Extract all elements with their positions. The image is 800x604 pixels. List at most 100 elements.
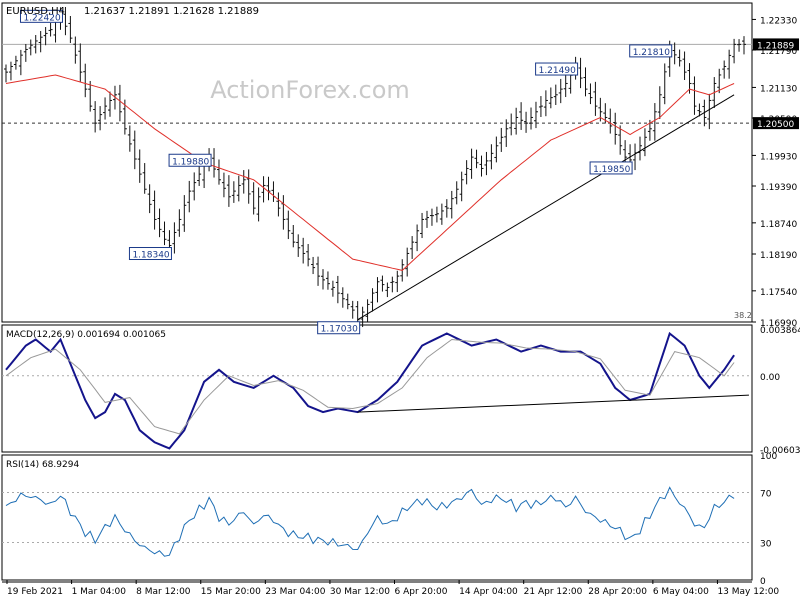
annotation-box: [317, 321, 361, 335]
price-bar: [533, 101, 538, 129]
price-bar: [340, 287, 345, 308]
price-bar: [449, 190, 454, 219]
price-bar: [335, 275, 340, 304]
time-tick-label: 28 Apr 20:00: [588, 587, 647, 597]
price-tick-label: 1.19390: [760, 183, 797, 193]
price-bar: [88, 80, 93, 112]
price-bar: [4, 64, 8, 83]
price-bar: [677, 49, 682, 67]
symbol-label: EURUSD,H4: [6, 6, 65, 17]
price-bar: [38, 31, 43, 53]
annotation-label: 1.21810: [633, 48, 670, 58]
price-bar: [325, 271, 330, 290]
annotation-box: [128, 247, 172, 261]
price-bar: [578, 57, 583, 89]
price-bar: [28, 39, 33, 56]
price-bar: [737, 39, 742, 52]
price-bar: [68, 16, 73, 43]
price-tick-label: 1.19930: [760, 152, 797, 162]
annotation-label: 1.18340: [132, 251, 169, 261]
price-bar: [385, 282, 390, 298]
price-bar: [553, 84, 558, 105]
price-bar: [727, 49, 732, 79]
price-bar: [608, 108, 613, 134]
price-bar: [142, 163, 147, 194]
price-bar: [93, 101, 98, 133]
time-tick-label: 23 Mar 04:00: [265, 587, 325, 597]
price-bar: [63, 6, 68, 36]
price-bar: [172, 222, 177, 254]
macd-tick-label: -0.006038: [760, 446, 800, 456]
rsi-tick-label: 0: [760, 577, 766, 587]
price-bar: [524, 111, 529, 133]
price-bar: [231, 181, 236, 203]
price-bar: [18, 49, 23, 76]
price-bar: [266, 176, 271, 201]
price-bar: [593, 81, 598, 116]
price-bar: [652, 103, 657, 141]
price-annotation: 1.21810: [629, 44, 673, 58]
price-bar: [444, 199, 449, 218]
time-tick-label: 6 Apr 20:00: [395, 587, 448, 597]
price-bar: [454, 181, 459, 205]
price-bar: [301, 237, 306, 264]
annotation-label: 1.17030: [321, 325, 358, 335]
price-bar: [439, 203, 444, 225]
macd-line: [5, 331, 735, 450]
price-bar: [687, 63, 692, 94]
annotation-label: 1.21490: [539, 66, 576, 76]
price-bar: [236, 175, 241, 202]
price-bar: [405, 247, 410, 277]
price-bar: [216, 159, 221, 185]
price-bar: [117, 84, 122, 122]
price-bar: [192, 172, 197, 201]
price-bar: [43, 27, 48, 46]
time-axis: 19 Feb 2021 1 Mar 04:00 8 Mar 12:00 15 Mar …: [6, 580, 779, 597]
price-bar: [8, 61, 13, 81]
price-bar: [132, 130, 137, 170]
price-bar: [642, 128, 647, 157]
price-bar: [588, 83, 593, 105]
price-bar: [380, 275, 385, 292]
price-tick-label: 1.18740: [760, 220, 797, 230]
price-bar: [291, 224, 296, 248]
price-bar: [197, 163, 202, 186]
price-bar: [464, 160, 469, 185]
price-bar: [543, 90, 548, 117]
price-bar: [474, 149, 479, 169]
rsi-tick-label: 100: [760, 452, 777, 462]
price-bar: [251, 182, 256, 215]
price-bar: [306, 244, 311, 267]
price-bar: [177, 209, 182, 237]
price-tick-label: 1.22330: [760, 16, 797, 26]
annotation-label: 1.22420: [23, 13, 60, 23]
annotation-box: [535, 62, 579, 76]
panel-frame-macd: [1, 324, 753, 453]
price-bar: [717, 68, 722, 94]
annotation-label: 1.19850: [593, 165, 630, 175]
annotation-box: [589, 161, 633, 175]
price-bar: [127, 125, 132, 152]
time-tick-label: 13 May 12:00: [717, 587, 779, 597]
price-bar: [316, 256, 321, 286]
price-bar: [657, 86, 662, 119]
price-bar: [78, 43, 83, 83]
price-bar: [489, 144, 494, 170]
time-tick-label: 14 Apr 04:00: [459, 587, 518, 597]
time-tick-label: 30 Mar 12:00: [330, 587, 390, 597]
price-bar: [682, 51, 687, 80]
price-bar: [276, 192, 281, 217]
macd-trendline: [357, 394, 749, 413]
price-bar: [137, 149, 142, 183]
price-bar: [504, 119, 509, 147]
price-bar: [519, 102, 524, 130]
price-bar: [563, 73, 568, 98]
price-bar: [311, 256, 316, 275]
price-annotation: 1.19880: [168, 153, 212, 167]
price-bar: [410, 236, 415, 259]
price-bar: [583, 67, 588, 97]
macd-signal-line: [5, 338, 735, 435]
price-bar: [425, 210, 430, 228]
